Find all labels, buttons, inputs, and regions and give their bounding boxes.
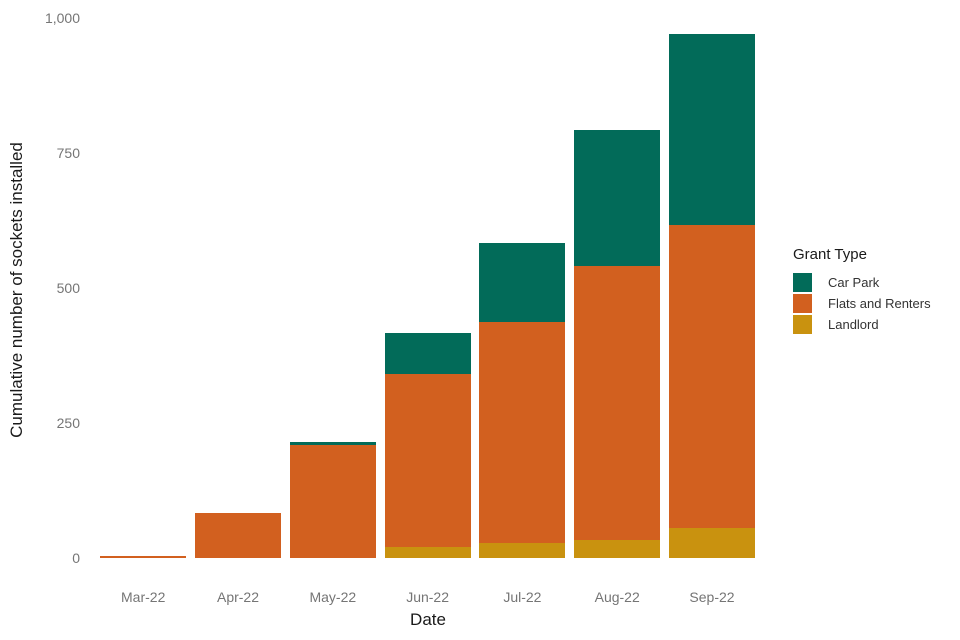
x-tick-label: Sep-22: [689, 589, 735, 605]
legend-label-car-park: Car Park: [828, 275, 880, 290]
x-tick-label: May-22: [309, 589, 357, 605]
x-tick-label: Jul-22: [503, 589, 542, 605]
bar-segment-Sep-22-car-park: [669, 34, 755, 225]
legend-swatch-landlord-icon: [793, 315, 812, 334]
bar-segment-Apr-22-flats-and-renters: [195, 513, 281, 558]
y-tick-label: 500: [56, 280, 80, 296]
bar-segment-Aug-22-landlord: [574, 540, 661, 558]
bar-segment-May-22-car-park: [289, 441, 376, 446]
legend-label-landlord: Landlord: [828, 317, 879, 332]
bar-segment-Mar-22-flats-and-renters: [100, 556, 187, 558]
legend-label-flats-and-renters: Flats and Renters: [828, 296, 931, 311]
x-tick-label: Jun-22: [406, 589, 449, 605]
x-tick-label: Apr-22: [216, 589, 260, 605]
x-tick-label: Aug-22: [594, 589, 640, 605]
legend-item-flats-and-renters: Flats and Renters: [793, 294, 931, 313]
bar-segment-Jul-22-flats-and-renters: [479, 322, 566, 543]
bar-segment-Sep-22-landlord: [669, 527, 755, 558]
legend-swatch-car-park-icon: [793, 273, 812, 292]
legend: Grant Type Car Park Flats and Renters La…: [793, 246, 931, 336]
legend-swatch-flats-and-renters-icon: [793, 294, 812, 313]
bar-segment-Jul-22-car-park: [479, 243, 566, 322]
bar-segment-Aug-22-car-park: [574, 129, 661, 266]
legend-item-car-park: Car Park: [793, 273, 931, 292]
legend-item-landlord: Landlord: [793, 315, 931, 334]
bar-segment-Aug-22-flats-and-renters: [574, 265, 661, 541]
y-tick-label: 0: [72, 550, 80, 566]
bar-segment-Jun-22-landlord: [384, 547, 471, 558]
y-tick-label: 750: [56, 145, 80, 161]
x-axis-title: Date: [410, 610, 446, 629]
bar-segment-May-22-flats-and-renters: [289, 445, 376, 558]
x-tick-label: Mar-22: [121, 589, 166, 605]
bar-segment-Jun-22-car-park: [384, 332, 471, 374]
bar-segment-Sep-22-flats-and-renters: [669, 224, 755, 528]
legend-title: Grant Type: [793, 246, 867, 263]
y-tick-label: 250: [56, 415, 80, 431]
bar-segment-Jun-22-flats-and-renters: [384, 373, 471, 548]
bar-segment-Jul-22-landlord: [479, 542, 566, 558]
y-tick-label: 1,000: [44, 10, 80, 26]
